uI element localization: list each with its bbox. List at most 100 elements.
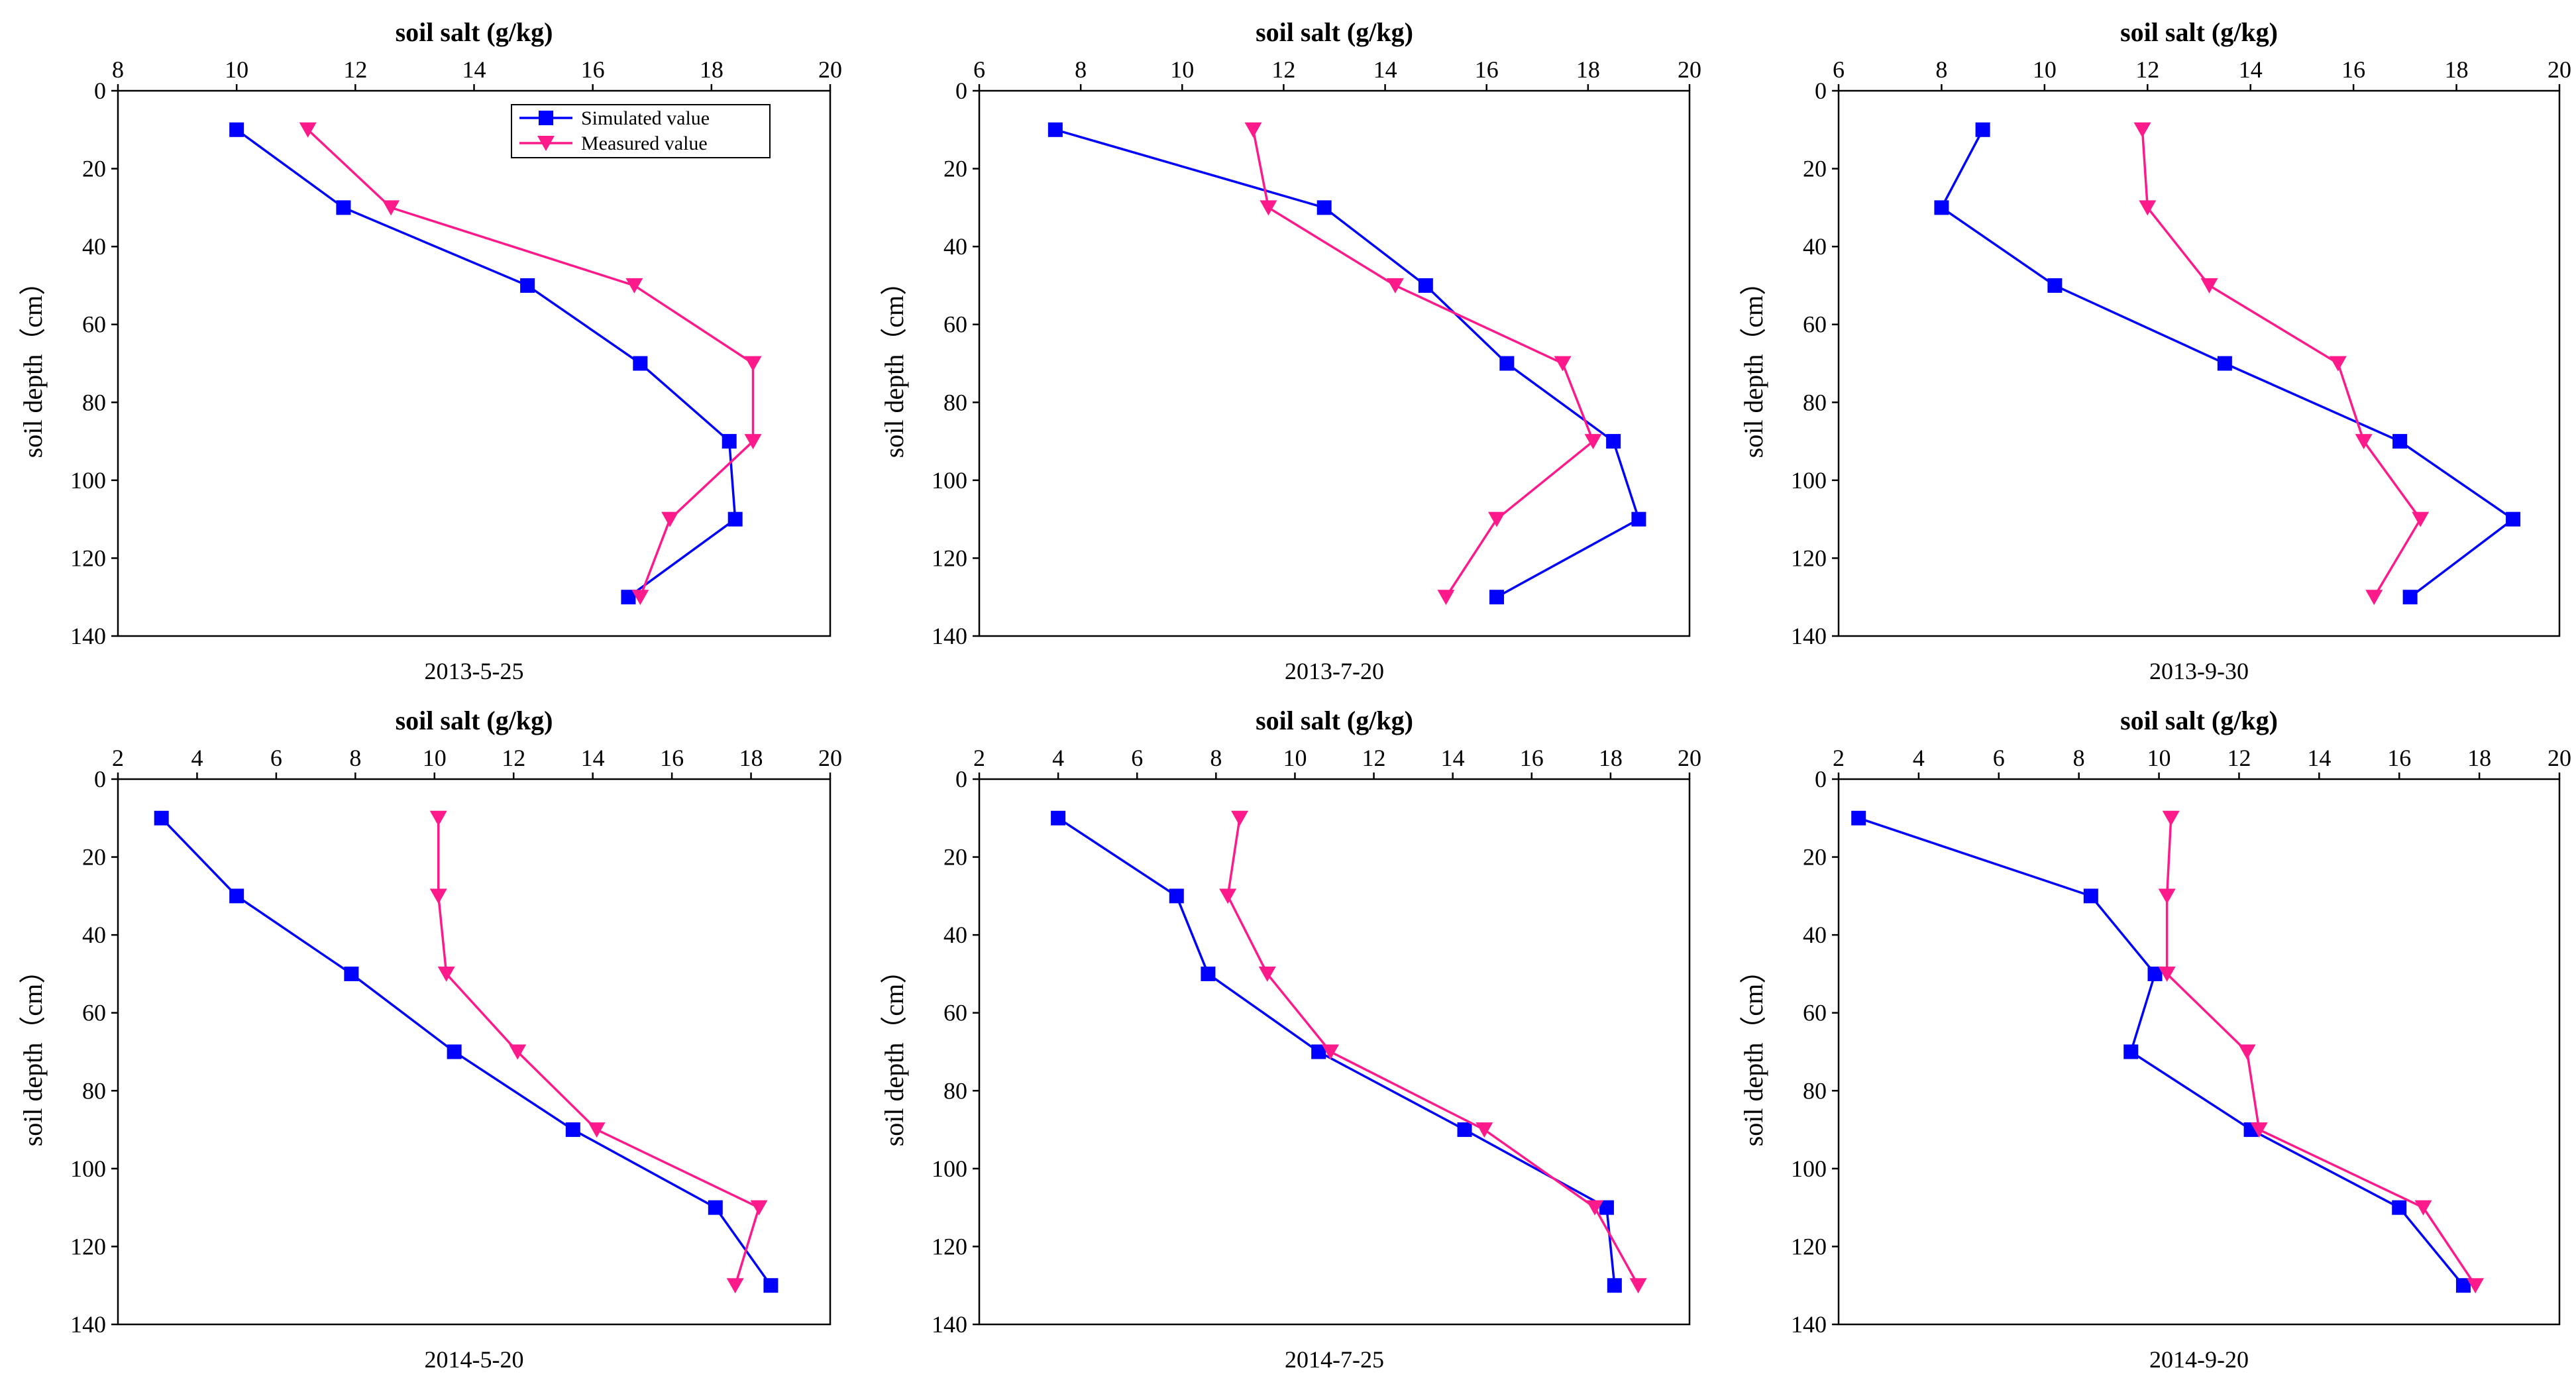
x-tick-label: 14 xyxy=(2307,745,2331,771)
simulated-point xyxy=(2083,888,2098,904)
measured-point xyxy=(2414,1200,2432,1216)
measured-point xyxy=(2238,1044,2256,1060)
measured-series-line xyxy=(1226,818,1640,1287)
measured-point xyxy=(2162,810,2180,826)
simulated-point xyxy=(336,200,351,215)
measured-point xyxy=(2133,122,2151,138)
y-tick-label: 20 xyxy=(82,844,106,871)
measured-point xyxy=(429,888,447,904)
y-axis-title: soil depth（cm） xyxy=(879,269,909,458)
measured-point xyxy=(1554,356,1572,372)
x-tick-label: 16 xyxy=(2341,56,2365,83)
x-tick-label: 20 xyxy=(818,56,842,83)
plot-frame xyxy=(1837,778,2561,1326)
simulated-point xyxy=(1169,888,1184,904)
y-tick-label: 140 xyxy=(932,623,967,649)
x-tick-label: 16 xyxy=(660,745,684,771)
measured-point xyxy=(1244,122,1262,138)
x-tick-label: 14 xyxy=(1373,56,1397,83)
x-tick-label: 4 xyxy=(1052,745,1064,771)
x-tick-label: 4 xyxy=(1913,745,1925,771)
measured-point xyxy=(2139,200,2157,216)
plot-frame xyxy=(1837,89,2561,637)
x-axis-title: soil salt (g/kg) xyxy=(1256,17,1413,47)
measured-point xyxy=(1322,1044,1340,1060)
y-tick-label: 140 xyxy=(70,1311,106,1338)
chart-panel-3: 6 8 10 12 14 16 18 20 0 20 40 60 80 100 120 140 soil sal… xyxy=(1739,17,2571,684)
x-tick-label: 18 xyxy=(739,745,763,771)
simulated-point xyxy=(2402,590,2418,605)
y-tick-label: 20 xyxy=(943,844,967,871)
legend-simulated-marker xyxy=(539,111,553,125)
x-tick-label: 14 xyxy=(2239,56,2263,83)
x-tick-label: 18 xyxy=(1599,745,1623,771)
y-tick-label: 60 xyxy=(1803,311,1827,338)
x-tick-label: 10 xyxy=(225,56,248,83)
simulated-point xyxy=(229,888,244,904)
y-tick-label: 140 xyxy=(70,623,106,649)
simulated-point xyxy=(1316,200,1332,215)
x-tick-label: 10 xyxy=(1283,745,1307,771)
measured-point xyxy=(726,1278,744,1294)
x-tick-label: 6 xyxy=(1833,56,1845,83)
simulated-point xyxy=(1418,278,1433,293)
measured-point xyxy=(1586,1200,1604,1216)
measured-series-line xyxy=(307,129,755,598)
y-axis-title: soil depth（cm） xyxy=(1739,957,1768,1147)
y-tick-label: 0 xyxy=(955,766,967,792)
simulated-point xyxy=(2392,434,2408,449)
x-tick-label: 12 xyxy=(502,745,525,771)
x-tick-label: 14 xyxy=(462,56,486,83)
x-tick-label: 18 xyxy=(1576,56,1600,83)
y-tick-label: 80 xyxy=(943,1077,967,1104)
panel-date-label: 2013-7-20 xyxy=(1285,658,1384,684)
measured-point xyxy=(2412,511,2430,527)
y-tick-label: 60 xyxy=(943,1000,967,1026)
x-axis-title: soil salt (g/kg) xyxy=(2120,17,2278,47)
measured-point xyxy=(1476,1122,1493,1138)
measured-series-line xyxy=(437,818,761,1286)
measured-series-line xyxy=(2141,129,2422,598)
y-tick-label: 100 xyxy=(932,467,967,494)
measured-point xyxy=(661,511,679,527)
x-tick-label: 8 xyxy=(1935,56,1947,83)
simulated-series-line xyxy=(1055,129,1640,598)
measured-point xyxy=(631,590,649,606)
measured-point xyxy=(429,810,447,826)
y-tick-label: 100 xyxy=(70,467,106,494)
x-tick-label: 8 xyxy=(1210,745,1222,771)
measured-point xyxy=(2355,434,2373,450)
measured-point xyxy=(744,434,762,450)
measured-point xyxy=(2329,356,2347,372)
y-tick-label: 120 xyxy=(1791,1233,1827,1259)
simulated-point xyxy=(1457,1122,1472,1138)
measured-point xyxy=(1231,810,1249,826)
measured-point xyxy=(1219,888,1237,904)
x-tick-label: 12 xyxy=(1362,745,1386,771)
y-axis-title: soil depth（cm） xyxy=(1739,269,1768,458)
measured-point xyxy=(750,1200,768,1216)
y-tick-label: 0 xyxy=(94,766,106,792)
x-tick-label: 2 xyxy=(973,745,985,771)
y-tick-label: 0 xyxy=(1815,766,1827,792)
y-tick-label: 140 xyxy=(1791,623,1827,649)
measured-point xyxy=(299,122,317,138)
measured-point xyxy=(2158,888,2176,904)
measured-point xyxy=(1629,1278,1647,1294)
x-tick-label: 12 xyxy=(1271,56,1295,83)
simulated-point xyxy=(2123,1044,2139,1059)
panel-date-label: 2013-5-25 xyxy=(425,658,524,684)
y-tick-label: 20 xyxy=(943,156,967,182)
x-tick-label: 12 xyxy=(2135,56,2159,83)
measured-point xyxy=(437,966,455,982)
simulated-point xyxy=(1311,1044,1326,1059)
simulated-series-line xyxy=(236,129,737,598)
panel-date-label: 2013-9-30 xyxy=(2149,658,2249,684)
x-tick-label: 14 xyxy=(1441,745,1465,771)
x-tick-label: 2 xyxy=(1833,745,1845,771)
x-tick-label: 8 xyxy=(112,56,124,83)
simulated-point xyxy=(1499,356,1515,371)
x-tick-label: 8 xyxy=(2073,745,2085,771)
chart-panel-4: 2 4 6 8 10 12 14 16 18 20 0 20 40 60 80 100 120 140 soil s… xyxy=(18,706,842,1373)
